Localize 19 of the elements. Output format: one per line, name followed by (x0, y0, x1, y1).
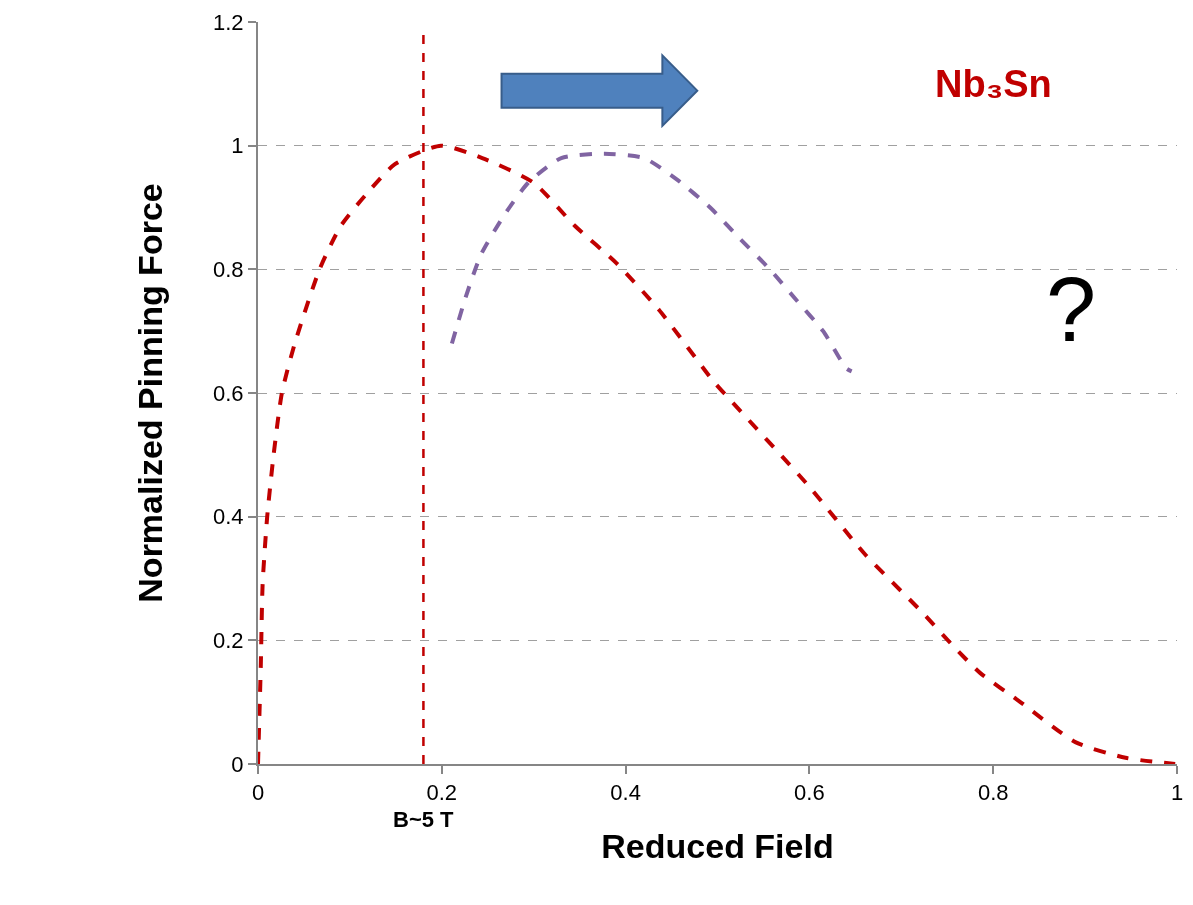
x-tick-label: 1 (1170, 780, 1184, 806)
y-tick-label: 0 (231, 751, 244, 777)
x-tick-label: 0 (251, 780, 265, 806)
x-tick-label: 0.6 (794, 780, 825, 806)
line-series (449, 151, 854, 374)
y-tick-label: 1 (231, 133, 244, 159)
ref-line-label: B~5 T (393, 807, 455, 832)
y-tick-label: 0.2 (213, 628, 244, 654)
x-axis-title: Reduced Field (601, 827, 834, 866)
x-tick-label: 0.8 (977, 780, 1009, 806)
x-tick-label: 0.2 (426, 780, 458, 806)
annotation: Nb₃Sn (935, 63, 1052, 105)
x-tick-label: 0.4 (610, 780, 641, 806)
y-tick-label: 0.4 (213, 504, 244, 530)
annotation: ? (1046, 260, 1097, 360)
y-tick-label: 0.8 (213, 257, 244, 283)
y-tick-label: 0.6 (213, 380, 244, 406)
y-axis-title: Normalized Pinning Force (131, 183, 170, 603)
y-tick-label: 1.2 (213, 9, 244, 35)
